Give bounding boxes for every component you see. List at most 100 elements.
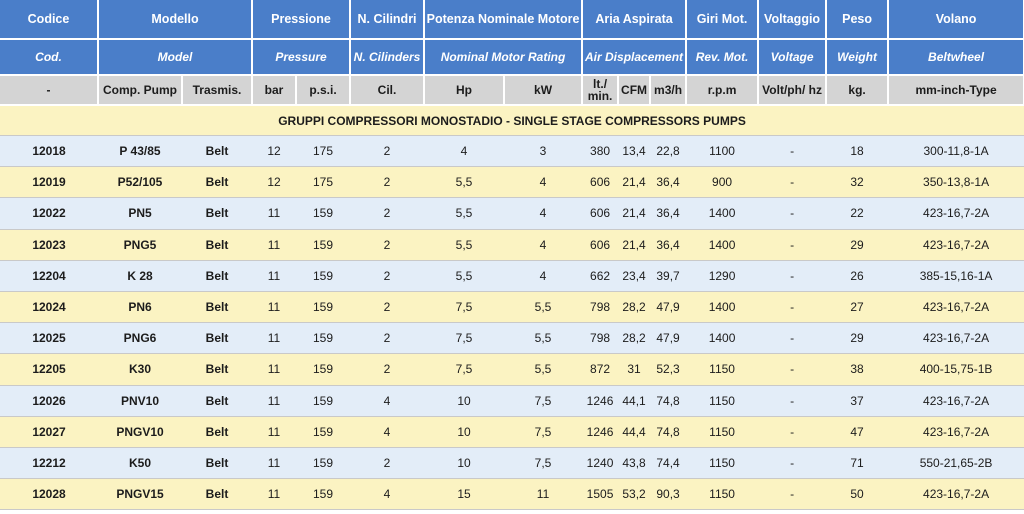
unit-rpm: r.p.m: [686, 75, 760, 106]
cell-trans: Belt: [182, 229, 252, 261]
unit-volt: Volt/ph/ hz: [758, 75, 828, 106]
cell-ltmin: 380: [582, 135, 619, 168]
cell-rpm: 1400: [686, 197, 759, 230]
cell-type: 385-15,16-1A: [888, 260, 1024, 292]
header-air: Aria Aspirata: [582, 0, 688, 40]
cell-rpm: 1400: [686, 229, 759, 261]
cell-cyl: 4: [350, 478, 425, 511]
cell-hp: 7,5: [424, 291, 505, 324]
cell-psi: 159: [296, 197, 351, 230]
cell-pump: K30: [98, 353, 182, 386]
cell-hp: 5,5: [424, 229, 505, 261]
cell-ltmin: 606: [582, 166, 619, 199]
cell-pump: P52/105: [98, 166, 182, 199]
cell-kw: 4: [504, 229, 583, 261]
cell-cfm: 13,4: [618, 135, 651, 168]
cell-bar: 12: [252, 166, 296, 199]
unit-pump: Comp. Pump: [98, 75, 183, 106]
cell-bar: 11: [252, 478, 296, 511]
cell-hp: 10: [424, 447, 505, 480]
cell-m3h: 36,4: [650, 166, 687, 199]
cell-kg: 26: [826, 260, 889, 292]
cell-psi: 159: [296, 478, 351, 511]
cell-cyl: 2: [350, 260, 425, 292]
cell-psi: 159: [296, 260, 351, 292]
header-power: Potenza Nominale Motore: [424, 0, 584, 40]
cell-pump: PN6: [98, 291, 182, 324]
cell-rpm: 1150: [686, 353, 759, 386]
cell-cfm: 28,2: [618, 322, 651, 355]
cell-kw: 5,5: [504, 353, 583, 386]
table-row: 12024 PN6 Belt 11 159 2 7,5 5,5 798 28,2 47,9 1400-…: [0, 291, 1024, 324]
cell-code: 12204: [0, 260, 98, 292]
cell-type: 300-11,8-1A: [888, 135, 1024, 168]
cell-trans: Belt: [182, 166, 252, 199]
cell-m3h: 36,4: [650, 229, 687, 261]
table-row: 12205 K30 Belt 11 159 2 7,5 5,5 872 31 52,3 1150-38…: [0, 353, 1024, 386]
cell-cfm: 21,4: [618, 229, 651, 261]
cell-m3h: 52,3: [650, 353, 687, 386]
header-en-wheel: Beltwheel: [888, 39, 1024, 76]
cell-trans: Belt: [182, 416, 252, 448]
cell-m3h: 74,8: [650, 385, 687, 417]
cell-kw: 7,5: [504, 385, 583, 417]
cell-hp: 10: [424, 385, 505, 417]
cell-psi: 159: [296, 416, 351, 448]
cell-m3h: 47,9: [650, 322, 687, 355]
cell-kw: 7,5: [504, 447, 583, 480]
unit-ltmin-text: lt./ min.: [587, 77, 613, 103]
cell-volt: -: [758, 322, 827, 355]
cell-cyl: 2: [350, 447, 425, 480]
cell-kw: 4: [504, 197, 583, 230]
cell-code: 12018: [0, 135, 98, 168]
cell-cfm: 23,4: [618, 260, 651, 292]
header-row-italian: Codice Modello Pressione N. Cilindri Pot…: [0, 0, 1024, 40]
cell-type: 400-15,75-1B: [888, 353, 1024, 386]
cell-rpm: 1290: [686, 260, 759, 292]
table-row: 12018 P 43/85 Belt 12 175 2 4 3 380 13,4 22,8 1100-…: [0, 135, 1024, 168]
cell-kg: 29: [826, 229, 889, 261]
header-rev: Giri Mot.: [686, 0, 760, 40]
cell-pump: K50: [98, 447, 182, 480]
cell-code: 12205: [0, 353, 98, 386]
cell-ltmin: 1246: [582, 385, 619, 417]
cell-trans: Belt: [182, 197, 252, 230]
cell-kg: 50: [826, 478, 889, 511]
cell-code: 12028: [0, 478, 98, 511]
cell-kg: 32: [826, 166, 889, 199]
cell-rpm: 1100: [686, 135, 759, 168]
cell-pump: PN5: [98, 197, 182, 230]
cell-psi: 159: [296, 291, 351, 324]
section-title-row: GRUPPI COMPRESSORI MONOSTADIO - SINGLE S…: [0, 105, 1024, 136]
unit-trans: Trasmis.: [182, 75, 253, 106]
unit-code: -: [0, 75, 99, 106]
cell-type: 350-13,8-1A: [888, 166, 1024, 199]
cell-pump: PNV10: [98, 385, 182, 417]
cell-volt: -: [758, 135, 827, 168]
unit-m3h: m3/h: [650, 75, 688, 106]
cell-psi: 175: [296, 166, 351, 199]
unit-hp: Hp: [424, 75, 506, 106]
cell-code: 12026: [0, 385, 98, 417]
cell-ltmin: 606: [582, 197, 619, 230]
cell-ltmin: 872: [582, 353, 619, 386]
cell-code: 12027: [0, 416, 98, 448]
header-en-power: Nominal Motor Rating: [424, 39, 584, 76]
cell-hp: 7,5: [424, 353, 505, 386]
cell-volt: -: [758, 447, 827, 480]
cell-code: 12025: [0, 322, 98, 355]
unit-kw: kW: [504, 75, 584, 106]
cell-type: 423-16,7-2A: [888, 197, 1024, 230]
cell-bar: 11: [252, 416, 296, 448]
cell-kg: 22: [826, 197, 889, 230]
cell-hp: 15: [424, 478, 505, 511]
cell-hp: 5,5: [424, 197, 505, 230]
cell-cyl: 2: [350, 291, 425, 324]
cell-cfm: 53,2: [618, 478, 651, 511]
cell-psi: 159: [296, 385, 351, 417]
cell-cfm: 21,4: [618, 197, 651, 230]
unit-type: mm-inch-Type: [888, 75, 1024, 106]
cell-kg: 18: [826, 135, 889, 168]
cell-trans: Belt: [182, 260, 252, 292]
cell-ltmin: 606: [582, 229, 619, 261]
